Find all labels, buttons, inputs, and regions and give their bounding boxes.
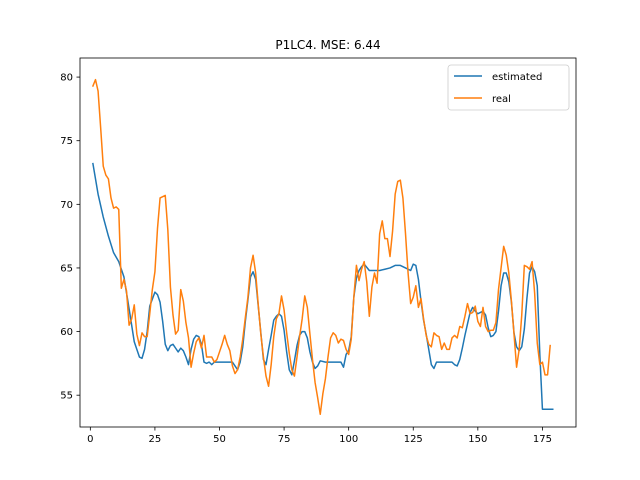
axes-layer: 0 25 50 75 100 125 150 175 55 60 65 70 75 80 — [60, 57, 577, 445]
series-layer — [91, 78, 554, 416]
y-tick-label: 70 — [60, 200, 73, 211]
y-tick-label: 60 — [60, 327, 73, 338]
legend-label-estimated: estimated — [492, 72, 542, 83]
x-tick-label: 100 — [339, 434, 358, 445]
x-tick-label: 0 — [87, 434, 93, 445]
x-tick-label: 25 — [149, 434, 162, 445]
y-tick-label: 55 — [60, 391, 73, 402]
y-tick-label: 75 — [60, 136, 73, 147]
chart-title: P1LC4. MSE: 6.44 — [275, 38, 380, 52]
legend-label-real: real — [492, 94, 511, 105]
x-tick-label: 50 — [213, 434, 226, 445]
x-tick-label: 150 — [468, 434, 487, 445]
x-tick-label: 75 — [278, 434, 291, 445]
x-tick-label: 175 — [533, 434, 552, 445]
legend: estimated real — [447, 64, 570, 111]
series-line-real — [91, 78, 551, 416]
y-tick-label: 65 — [60, 263, 73, 274]
x-tick-label: 125 — [404, 434, 423, 445]
plot-frame — [79, 57, 577, 428]
y-tick-label: 80 — [60, 73, 73, 84]
